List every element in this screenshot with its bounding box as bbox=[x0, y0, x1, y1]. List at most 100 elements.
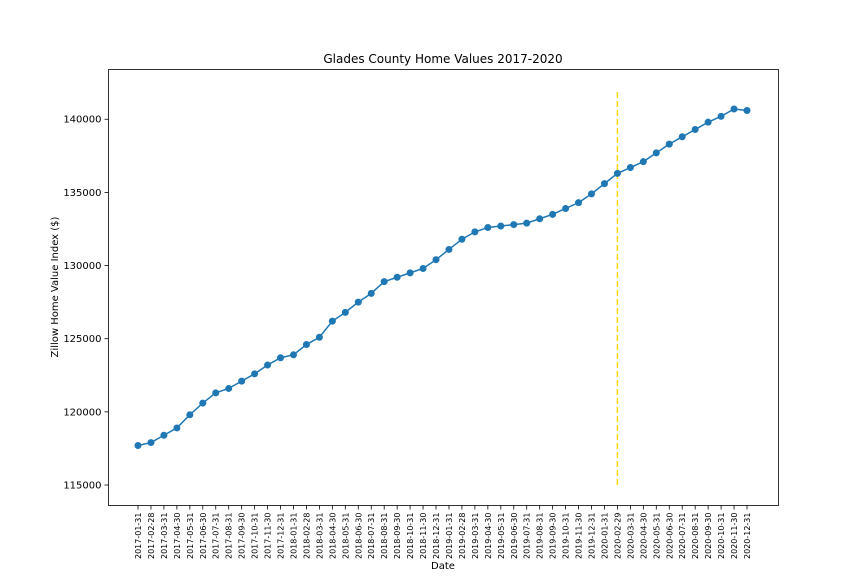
x-tick-label: 2019-12-31 bbox=[588, 513, 597, 560]
x-tick-label: 2018-07-31 bbox=[367, 513, 376, 560]
x-tick-label: 2019-04-30 bbox=[484, 513, 493, 560]
data-point bbox=[212, 389, 220, 397]
data-point bbox=[717, 112, 725, 120]
x-tick-label: 2017-07-31 bbox=[212, 513, 221, 560]
data-point bbox=[484, 224, 492, 232]
y-tick-label: 135000 bbox=[63, 188, 101, 199]
x-tick-label: 2019-11-30 bbox=[575, 513, 584, 560]
x-tick-label: 2019-03-31 bbox=[471, 513, 480, 560]
data-point bbox=[315, 333, 323, 341]
data-point bbox=[147, 439, 155, 447]
x-tick-label: 2019-01-31 bbox=[445, 513, 454, 560]
data-point bbox=[289, 351, 297, 359]
x-tick-label: 2019-07-31 bbox=[523, 513, 532, 560]
data-point bbox=[652, 149, 660, 157]
y-tick-label: 115000 bbox=[63, 481, 101, 492]
data-point bbox=[549, 210, 557, 218]
y-axis-label: Zillow Home Value Index ($) bbox=[50, 216, 61, 357]
data-point bbox=[134, 442, 142, 450]
series-line bbox=[137, 108, 748, 447]
data-point bbox=[277, 354, 285, 362]
data-point bbox=[536, 215, 544, 223]
x-tick-label: 2020-07-31 bbox=[678, 513, 687, 560]
data-point bbox=[419, 264, 427, 272]
x-tick-label: 2020-03-31 bbox=[626, 513, 635, 560]
data-point bbox=[251, 370, 259, 378]
data-point bbox=[445, 245, 453, 253]
data-point bbox=[691, 125, 699, 133]
data-point bbox=[678, 133, 686, 141]
data-point bbox=[225, 384, 233, 392]
data-point bbox=[665, 140, 673, 148]
data-point bbox=[160, 431, 168, 439]
data-point bbox=[173, 424, 181, 432]
data-point bbox=[600, 180, 608, 188]
x-tick-label: 2020-11-30 bbox=[730, 513, 739, 560]
data-point bbox=[328, 317, 336, 325]
y-tick-label: 130000 bbox=[63, 261, 101, 272]
x-tick-label: 2018-06-30 bbox=[354, 513, 363, 560]
x-tick-label: 2019-02-28 bbox=[458, 513, 467, 560]
data-point bbox=[341, 308, 349, 316]
x-tick-label: 2020-04-30 bbox=[639, 513, 648, 560]
x-tick-label: 2018-03-31 bbox=[315, 513, 324, 560]
data-point bbox=[471, 228, 479, 236]
x-tick-label: 2018-01-31 bbox=[289, 513, 298, 560]
data-point bbox=[302, 341, 310, 349]
x-tick-label: 2017-09-30 bbox=[238, 513, 247, 560]
data-point bbox=[704, 118, 712, 126]
data-point bbox=[432, 256, 440, 264]
x-tick-label: 2020-01-31 bbox=[600, 513, 609, 560]
y-tick-label: 120000 bbox=[63, 407, 101, 418]
plot-content: 115000 120000 125000 130000 135000 140000 2017… bbox=[63, 89, 752, 560]
x-tick-label: 2018-10-31 bbox=[406, 513, 415, 560]
x-tick-label: 2017-10-31 bbox=[251, 513, 260, 560]
y-tick-label: 125000 bbox=[63, 334, 101, 345]
x-tick-label: 2019-08-31 bbox=[536, 513, 545, 560]
data-point bbox=[380, 278, 388, 286]
x-tick-label: 2019-10-31 bbox=[562, 513, 571, 560]
data-point bbox=[199, 399, 207, 407]
x-tick-label: 2018-04-30 bbox=[328, 513, 337, 560]
x-tick-label: 2017-08-31 bbox=[225, 513, 234, 560]
data-point bbox=[393, 273, 401, 281]
data-point bbox=[588, 190, 596, 198]
x-tick-label: 2018-09-30 bbox=[393, 513, 402, 560]
x-tick-label: 2020-12-31 bbox=[743, 513, 752, 560]
data-point bbox=[626, 164, 634, 172]
data-point bbox=[639, 158, 647, 166]
x-tick-label: 2017-06-30 bbox=[199, 513, 208, 560]
x-tick-label: 2019-09-30 bbox=[549, 513, 558, 560]
data-point bbox=[238, 377, 246, 385]
x-tick-label: 2019-06-30 bbox=[510, 513, 519, 560]
x-tick-label: 2018-05-31 bbox=[341, 513, 350, 560]
x-tick-label: 2020-06-30 bbox=[665, 513, 674, 560]
data-point bbox=[497, 222, 505, 230]
data-point bbox=[730, 105, 738, 113]
data-point bbox=[458, 235, 466, 243]
data-point bbox=[367, 289, 375, 297]
x-tick-label: 2017-02-28 bbox=[147, 513, 156, 560]
x-tick-label: 2019-05-31 bbox=[497, 513, 506, 560]
x-tick-label: 2017-12-31 bbox=[277, 513, 286, 560]
data-point bbox=[562, 204, 570, 212]
x-tick-label: 2017-04-30 bbox=[173, 513, 182, 560]
x-tick-label: 2017-11-30 bbox=[264, 513, 273, 560]
x-tick-label: 2017-03-31 bbox=[160, 513, 169, 560]
data-point bbox=[406, 269, 414, 277]
plot-frame bbox=[108, 69, 779, 506]
x-tick-label: 2018-02-28 bbox=[302, 513, 311, 560]
x-axis-label: Date bbox=[431, 561, 455, 572]
x-tick-label: 2018-11-30 bbox=[419, 513, 428, 560]
data-point bbox=[186, 411, 194, 419]
x-tick-label: 2020-09-30 bbox=[704, 513, 713, 560]
x-tick-label: 2018-12-31 bbox=[432, 513, 441, 560]
x-tick-label: 2018-08-31 bbox=[380, 513, 389, 560]
data-point bbox=[523, 219, 531, 227]
data-point bbox=[354, 298, 362, 306]
data-point bbox=[510, 221, 518, 229]
data-point bbox=[575, 199, 583, 207]
data-point bbox=[743, 106, 751, 114]
x-tick-label: 2020-08-31 bbox=[691, 513, 700, 560]
